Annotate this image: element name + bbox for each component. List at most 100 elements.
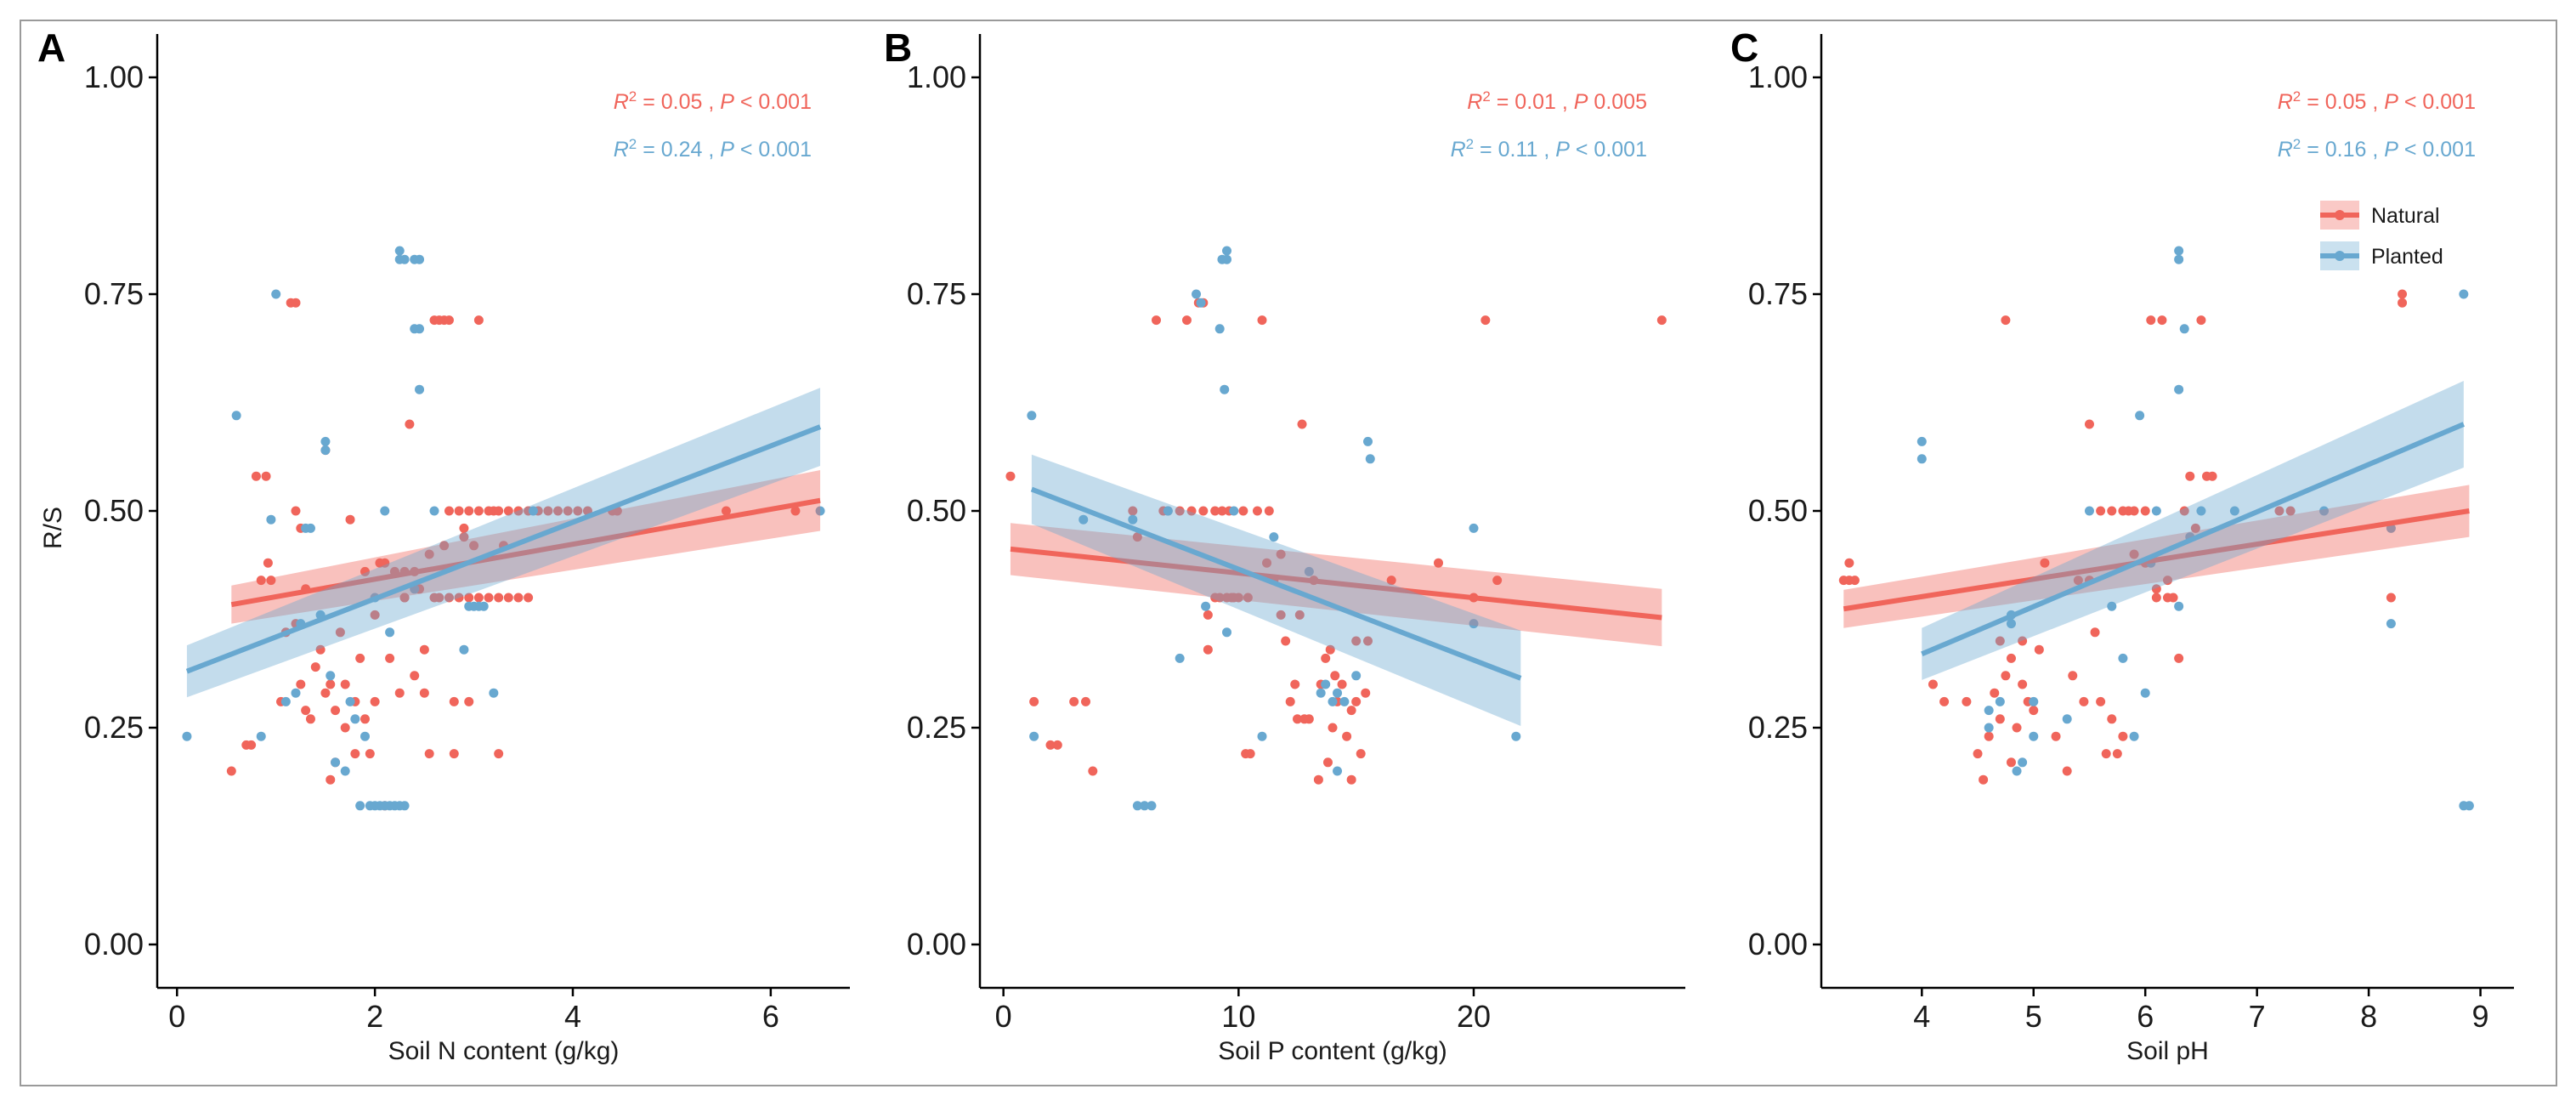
panel-c-y-tick-label: 0.50 [1748,493,1808,528]
panel-a-planted-point [320,445,331,456]
panel-a-planted-fit-line [185,424,822,674]
panel-c-natural-point [2006,653,2016,663]
panel-a-planted-point [231,411,241,421]
panel-c-planted-confidence-band [1922,381,2464,680]
panel-b-natural-point [1322,757,1333,768]
panel-a-natural-point [399,593,410,603]
panel-c-natural-point [2274,506,2284,516]
panel-b-natural-point [1656,315,1667,326]
panel-b-natural-point [1356,749,1366,759]
panel-c-natural-point [2040,558,2050,568]
panel-a-planted-point [326,671,336,681]
panel-b-natural-point [1330,671,1340,681]
panel-a-natural-point [331,706,341,716]
panel-a-planted-point [320,436,331,446]
panel-b-natural-point [1313,774,1323,785]
panel-b-natural-point [1217,506,1227,516]
panel-c-planted-point [2006,619,2016,629]
panel-c-planted-point [2174,246,2184,256]
panel-b-natural-point [1386,576,1396,586]
panel-c-planted-point [2151,506,2161,516]
panel-b-natural-point [1203,644,1213,655]
panel-b-natural-point [1069,696,1079,706]
panel-c-natural-point [1979,774,1989,785]
panel-b-planted-point [1269,532,1279,542]
panel-b-natural-point [1351,636,1362,646]
panel-a-x-tick-label: 0 [168,999,185,1034]
panel-c-natural-point [2096,506,2106,516]
panel-a-natural-point [439,541,450,551]
panel-a-natural-point [513,506,524,516]
panel-b-letter: B [884,26,912,70]
panel-c-natural-point [2146,315,2156,326]
panel-a-natural-point [449,696,459,706]
panel-c-natural-point [2129,506,2139,516]
panel-b-planted-point [1339,696,1350,706]
panel-a-planted-point [355,801,365,811]
panel-c-natural-point [2084,419,2094,429]
panel-b-natural-point [1321,653,1331,663]
figure-border [20,20,2557,1086]
panel-b-natural-point [1337,679,1347,689]
panel-b-natural-point [1276,549,1286,559]
panel-c-natural-point [2079,696,2089,706]
panel-c-planted-point [2196,506,2206,516]
panel-b-natural-point [1152,315,1161,326]
panel-b-planted-point [1351,671,1362,681]
panel-a-natural-point [360,714,370,724]
panel-a-y-tick-label: 0.75 [84,276,144,311]
legend-planted-label: Planted [2371,245,2443,269]
panel-b-natural-point [1361,688,1371,698]
panel-a-natural-point [305,714,315,724]
panel-c-planted-point [2135,411,2145,421]
panel-c-natural-point [2163,593,2172,603]
panel-c-natural-point [2006,757,2016,768]
panel-a-natural-point [444,315,454,326]
panel-c-planted-fit-line [1921,422,2466,657]
panel-a-natural-point [464,506,474,516]
panel-a-planted-point [182,731,192,741]
panel-c-natural-point [1995,714,2005,724]
panel-b-planted-point [1140,801,1150,811]
panel-b-planted-point [1333,688,1343,698]
panel-c-letter: C [1730,26,1758,70]
panel-a-natural-point [263,558,273,568]
panel-b-planted-point [1363,436,1373,446]
panel-b-natural-point [1238,506,1248,516]
panel-a-natural-point [256,576,266,586]
panel-c-natural-point [2012,723,2022,733]
panel-a-natural-point [310,662,320,672]
panel-a-natural-point [394,688,405,698]
panel-a-planted-point [478,601,489,611]
legend-planted-point-swatch [2335,251,2345,261]
panel-b-natural-point [1175,506,1185,516]
panel-b-y-tick-label: 0.75 [907,276,966,311]
panel-b-planted-point [1146,801,1157,811]
panel-c-natural-point [2101,749,2111,759]
panel-b-natural-point [1363,636,1373,646]
panel-a-natural-point [315,644,326,655]
panel-a-natural-point [350,749,360,759]
panel-b-planted-point [1201,601,1211,611]
panel-a-natural-point [503,593,513,603]
panel-c-planted-point [2107,601,2117,611]
panel-c-planted-point [2319,506,2330,516]
panel-c-x-tick-label: 8 [2360,999,2377,1034]
panel-a-y-tick-label: 0.25 [84,710,144,745]
panel-c-planted-point [2179,324,2189,334]
panel-c-natural-point [2018,636,2028,646]
panel-b-planted-point [1222,254,1231,264]
panel-c-natural-point [2190,523,2200,533]
panel-a-natural-point [494,749,504,759]
panel-c-natural-point [2185,471,2195,481]
panel-b-natural-point [1081,696,1090,706]
panel-b-natural-point [1243,593,1253,603]
panel-b-natural-point [1005,471,1016,481]
panel-c-x-tick-label: 7 [2249,999,2266,1034]
panel-c-planted-point [2029,731,2039,741]
panel-a-natural-point [301,706,311,716]
panel-a-planted-point [415,254,425,264]
panel-c-natural-point [2112,749,2122,759]
panel-a-planted-point [340,766,350,776]
panel-a-planted-point [415,324,425,334]
